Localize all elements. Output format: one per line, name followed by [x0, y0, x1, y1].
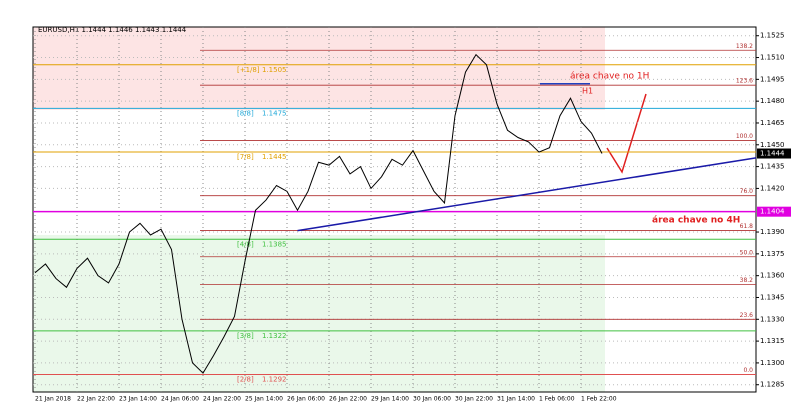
plot-frame [32, 26, 757, 393]
y-tick-label: 1.1435 [760, 163, 785, 171]
y-tick-label: 1.1495 [760, 75, 785, 83]
fib-label: 50.0 [740, 249, 754, 256]
murrey-value: 1.1322 [262, 332, 287, 340]
murrey-label: [+1/8] [237, 66, 260, 74]
y-tick-label: 1.1315 [760, 337, 785, 345]
y-tick-label: 1.1450 [760, 141, 785, 149]
murrey-value: 1.1445 [262, 153, 287, 161]
trend-line [297, 157, 757, 232]
zone [33, 27, 605, 110]
murrey-value: 1.1475 [262, 109, 287, 117]
y-tick-label: 1.1360 [760, 272, 785, 280]
x-tick-label: 24 Jan 22:00 [203, 396, 241, 403]
zone [33, 234, 605, 392]
price-tag-label: 1.1404 [760, 208, 785, 216]
x-tick-label: 31 Jan 14:00 [497, 396, 535, 403]
annotation: área chave no 1H [570, 72, 649, 82]
y-tick-label: 1.1525 [760, 32, 785, 40]
chart-title: EURUSD,H1 1.1444 1.1446 1.1443 1.1444 [38, 26, 187, 34]
x-tick-label: 26 Jan 06:00 [287, 396, 325, 403]
y-tick-label: 1.1390 [760, 228, 785, 236]
y-tick-label: 1.1300 [760, 359, 785, 367]
fib-label: 138.2 [736, 43, 753, 50]
price-tag [757, 148, 791, 159]
fib-label: 61.8 [740, 223, 754, 230]
y-tick-label: 1.1345 [760, 293, 785, 301]
x-tick-label: 1 Feb 06:00 [539, 396, 575, 403]
price-line [34, 53, 603, 374]
fib-label: 0.0 [743, 367, 753, 374]
x-tick-label: 21 Jan 2018 [35, 396, 71, 403]
fib-label: 38.2 [740, 277, 754, 284]
y-tick-label: 1.1480 [760, 97, 785, 105]
y-tick-label: 1.1420 [760, 184, 785, 192]
x-tick-label: 30 Jan 06:00 [413, 396, 451, 403]
fib-label: 23.6 [740, 312, 754, 319]
x-tick-label: 30 Jan 22:00 [455, 396, 493, 403]
annotation: H1 [582, 87, 593, 96]
y-tick-label: 1.1510 [760, 54, 785, 62]
murrey-label: [8/8] [237, 109, 254, 117]
x-tick-label: 23 Jan 14:00 [119, 396, 157, 403]
x-tick-label: 22 Jan 22:00 [77, 396, 115, 403]
murrey-label: [2/8] [237, 376, 254, 384]
x-tick-label: 24 Jan 06:00 [161, 396, 199, 403]
x-tick-label: 29 Jan 14:00 [371, 396, 409, 403]
y-tick-label: 1.1330 [760, 315, 785, 323]
x-tick-label: 25 Jan 14:00 [245, 396, 283, 403]
murrey-value: 1.1385 [262, 240, 287, 248]
murrey-label: [3/8] [237, 332, 254, 340]
arrow-drawing [606, 93, 647, 174]
fib-label: 123.6 [736, 78, 753, 85]
murrey-label: [7/8] [237, 153, 254, 161]
murrey-value: 1.1292 [262, 376, 287, 384]
x-tick-label: 1 Feb 22:00 [581, 396, 617, 403]
y-tick-label: 1.1465 [760, 119, 785, 127]
y-tick-label: 1.1285 [760, 381, 785, 389]
price-tag-label: 1.1444 [760, 150, 785, 158]
murrey-label: [4/8] [237, 240, 254, 248]
x-tick-label: 26 Jan 22:00 [329, 396, 367, 403]
murrey-value: 1.1505 [262, 66, 287, 74]
annotation: área chave no 4H [652, 216, 740, 226]
y-tick-label: 1.1375 [760, 250, 785, 258]
fib-label: 76.0 [740, 188, 754, 195]
price-tag [757, 206, 791, 217]
fib-label: 100.0 [736, 133, 753, 140]
